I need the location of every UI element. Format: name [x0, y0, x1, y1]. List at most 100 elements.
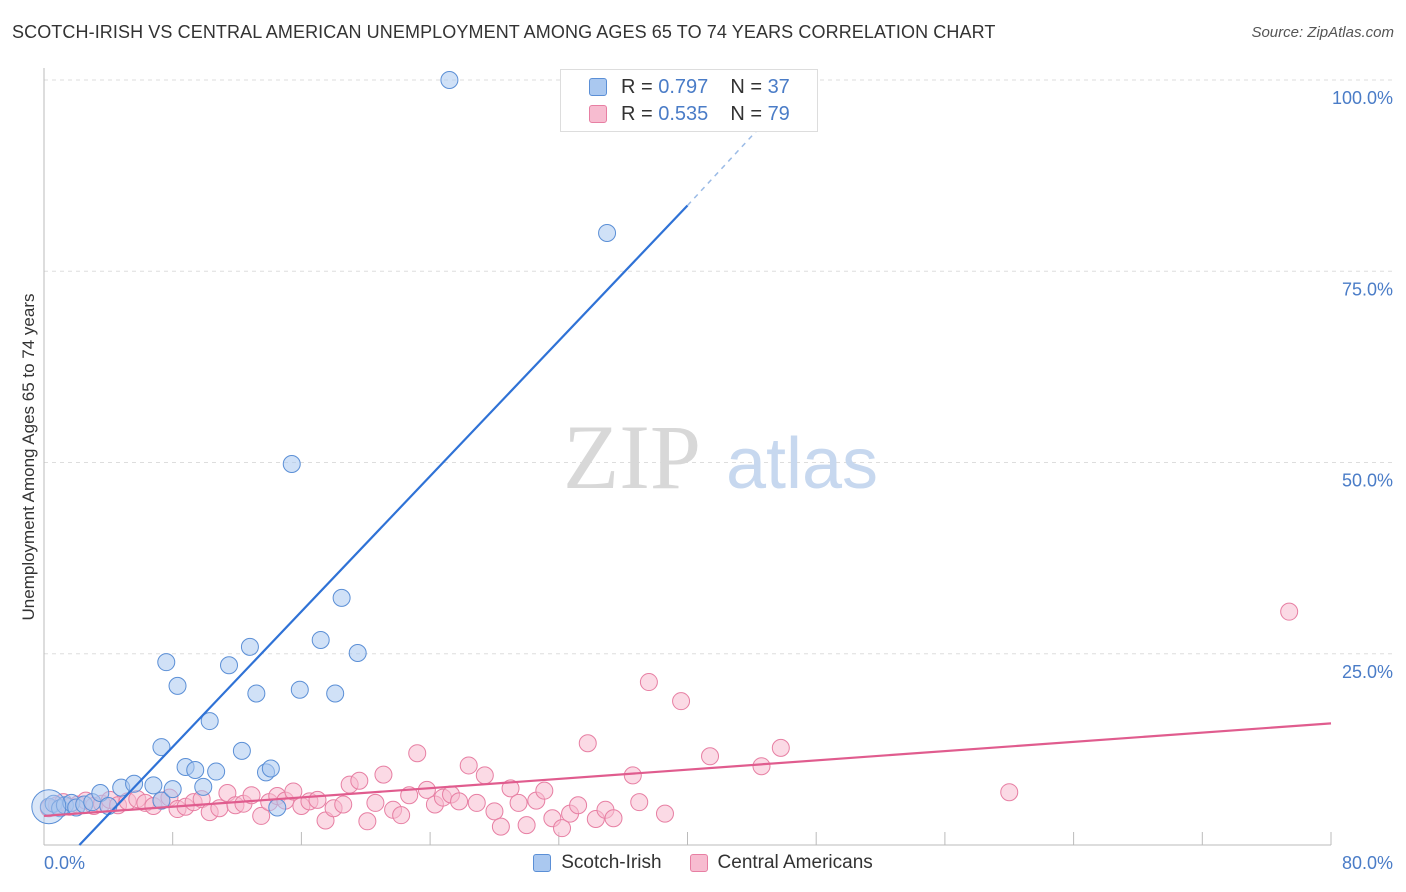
central-americans-point	[623, 766, 642, 785]
scotch-irish-point	[440, 71, 459, 89]
r-label: R =	[621, 75, 653, 98]
scotch-irish-point	[348, 643, 367, 662]
scotch-irish-point	[200, 712, 219, 731]
central-americans-point	[459, 756, 478, 775]
central-americans-point	[1280, 602, 1299, 621]
scotch-irish-point	[91, 783, 110, 802]
scotch-irish-point	[152, 791, 171, 810]
y-tick-label: 25.0%	[1342, 662, 1393, 682]
legend-item-scotch-irish[interactable]: Scotch-Irish	[533, 852, 662, 874]
central-americans-swatch	[589, 105, 607, 123]
y-tick-label: 50.0%	[1342, 471, 1393, 491]
central-americans-point	[501, 779, 520, 798]
legend-item-central-americans[interactable]: Central Americans	[689, 852, 873, 874]
central-americans-legend-swatch	[689, 854, 708, 872]
scotch-irish-point	[282, 455, 301, 474]
r-value: 0.535	[658, 102, 709, 125]
central-americans-point	[491, 817, 510, 836]
central-americans-point	[578, 734, 597, 753]
y-tick-labels: 25.0% 50.0% 75.0% 100.0%	[1332, 88, 1393, 682]
central-americans-point	[242, 786, 261, 805]
scotch-irish-point	[207, 762, 226, 781]
watermark-zip: ZIP	[563, 406, 701, 508]
legend-label: Central Americans	[717, 852, 873, 873]
central-americans-point	[308, 790, 327, 809]
x-tick-label: 80.0%	[1342, 853, 1393, 873]
scotch-irish-points	[31, 71, 617, 825]
central-americans-point	[358, 812, 377, 831]
scotch-irish-point-cluster	[31, 789, 67, 825]
r-value: 0.797	[658, 75, 709, 98]
scotch-irish-point	[186, 761, 205, 780]
scotch-irish-point	[261, 759, 280, 778]
central-americans-point	[475, 766, 494, 785]
stats-legend: R = 0.797 N = 37 R = 0.535 N = 79	[560, 69, 818, 132]
central-americans-point	[655, 804, 674, 823]
central-americans-point	[509, 793, 528, 812]
chart-title: SCOTCH-IRISH VS CENTRAL AMERICAN UNEMPLO…	[12, 22, 996, 42]
x-minor-ticks	[172, 832, 1332, 845]
r-label: R =	[621, 102, 653, 125]
central-americans-point	[408, 744, 427, 763]
series-legend: Scotch-Irish Central Americans	[0, 852, 1406, 874]
watermark-atlas: atlas	[726, 424, 878, 504]
scotch-irish-point	[220, 656, 239, 675]
n-label: N =	[730, 75, 762, 98]
scotch-irish-point	[157, 653, 176, 672]
scotch-irish-point	[163, 780, 182, 799]
central-americans-point	[334, 795, 353, 814]
n-value: 37	[767, 75, 790, 98]
central-americans-point	[535, 781, 554, 800]
y-tick-label: 75.0%	[1342, 279, 1393, 299]
x-tick-label: 0.0%	[44, 853, 85, 873]
central-americans-point	[392, 806, 411, 825]
scotch-irish-point	[194, 777, 213, 796]
central-americans-point	[467, 793, 486, 812]
scotch-irish-trend-extension	[686, 83, 801, 206]
central-americans-point	[366, 793, 385, 812]
central-americans-point	[284, 782, 303, 801]
scotch-irish-point	[598, 224, 617, 242]
y-tick-label: 100.0%	[1332, 88, 1393, 108]
central-americans-point	[374, 765, 393, 784]
scotch-irish-point	[247, 684, 266, 703]
source-label: Source: ZipAtlas.com	[1251, 24, 1394, 41]
stats-legend-row-central-americans: R = 0.535 N = 79	[561, 100, 790, 128]
central-americans-point	[350, 771, 369, 790]
central-americans-point	[450, 792, 469, 811]
stats-legend-row-scotch-irish: R = 0.797 N = 37	[561, 73, 790, 101]
central-americans-point	[639, 673, 658, 692]
central-americans-point	[672, 692, 691, 711]
trend-lines	[43, 83, 1332, 846]
scotch-irish-point	[290, 680, 309, 699]
scotch-irish-trend-line	[78, 204, 689, 846]
scotch-irish-point	[311, 630, 330, 649]
central-americans-point	[604, 809, 623, 828]
n-label: N =	[730, 102, 762, 125]
grid-lines	[44, 79, 1392, 655]
scotch-irish-point	[125, 774, 144, 793]
central-americans-point	[569, 796, 588, 815]
central-americans-point	[701, 747, 720, 766]
central-americans-point	[517, 816, 536, 835]
scotch-irish-point	[152, 738, 171, 757]
central-americans-point	[553, 819, 572, 838]
scotch-irish-point	[332, 588, 351, 607]
scotch-irish-point	[144, 776, 163, 795]
central-americans-point	[771, 738, 790, 757]
x-tick-labels: 0.0% 80.0%	[44, 853, 1393, 873]
scotch-irish-point	[232, 741, 251, 760]
central-americans-trend-line	[43, 722, 1332, 818]
scotch-irish-legend-swatch	[533, 854, 552, 872]
central-americans-point	[252, 806, 271, 825]
central-americans-point	[1000, 783, 1019, 802]
central-americans-point	[630, 793, 649, 812]
scotch-irish-point	[268, 798, 287, 817]
y-axis-label: Unemployment Among Ages 65 to 74 years	[19, 294, 38, 621]
legend-label: Scotch-Irish	[561, 852, 662, 873]
scotch-irish-swatch	[589, 78, 607, 96]
scotch-irish-point	[240, 637, 259, 656]
scotch-irish-point	[326, 684, 345, 703]
central-americans-point	[485, 802, 504, 821]
